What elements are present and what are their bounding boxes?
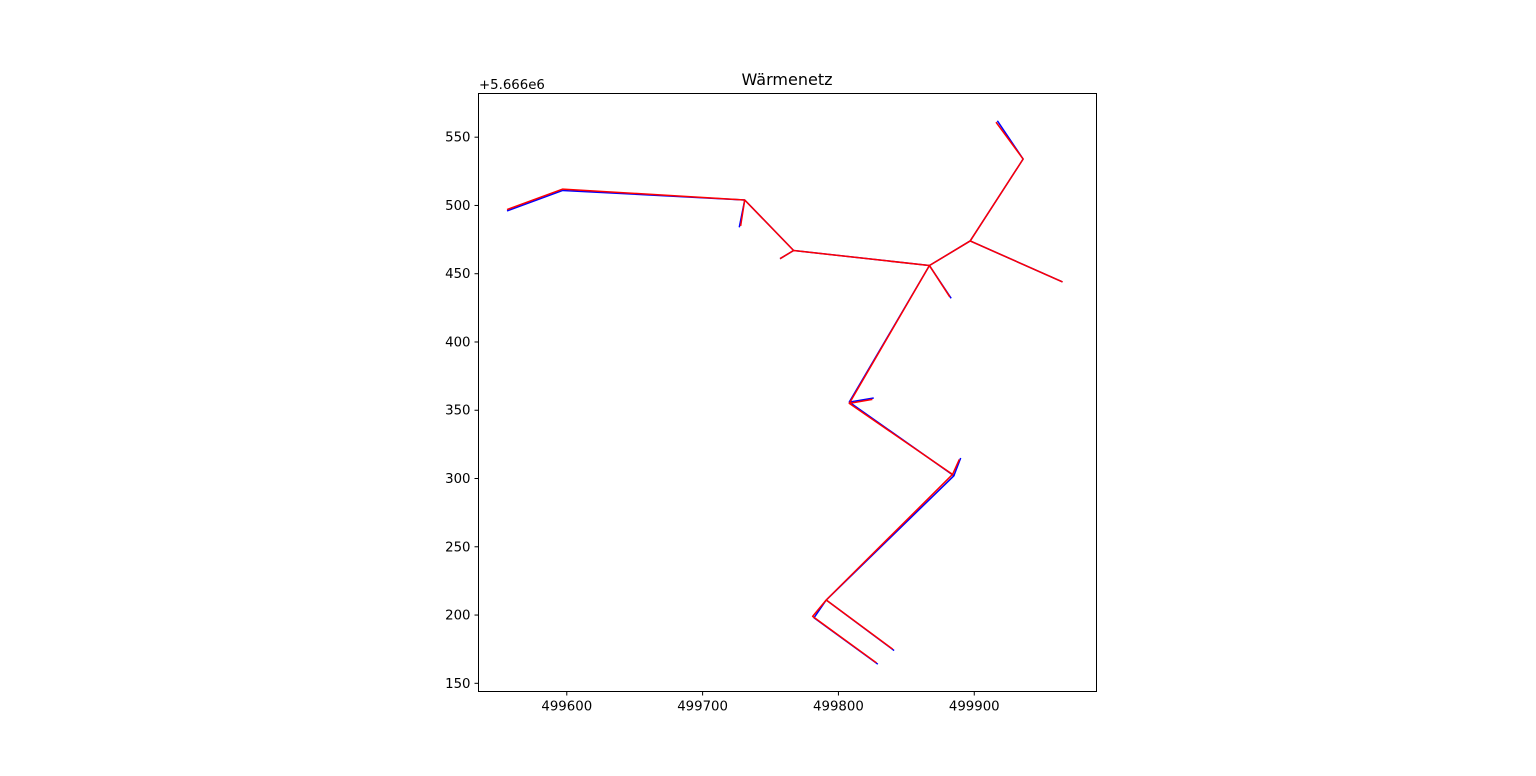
series-1-segment-9 [825, 599, 894, 650]
x-tick-label-2: 499800 [813, 700, 864, 715]
plot-area [478, 93, 1097, 692]
y-tick-label-8: 550 [445, 131, 470, 146]
chart-title: Wärmenetz [742, 70, 833, 89]
y-tick-label-6: 450 [445, 267, 470, 282]
series-1-segment-6 [811, 265, 954, 664]
x-tick-label-3: 499900 [949, 700, 1000, 715]
series-1-segment-1 [739, 199, 746, 227]
series-1-segment-5 [969, 240, 1063, 283]
series-1-segment-4 [929, 121, 1024, 267]
series-1-segment-2 [779, 249, 794, 260]
series-0-segment-8 [953, 457, 962, 477]
network-lines [506, 120, 1063, 665]
y-tick-label-1: 200 [445, 609, 470, 624]
y-tick-label-4: 350 [445, 404, 470, 419]
y-tick-label-5: 400 [445, 335, 470, 350]
y-axis: 150 200 250 300 350 400 450 500 550 [445, 131, 479, 692]
x-axis: 499600 499700 499800 499900 [541, 691, 1000, 715]
y-offset-label: +5.666e6 [479, 78, 545, 93]
y-tick-label-2: 250 [445, 540, 470, 555]
y-tick-label-0: 150 [445, 677, 470, 692]
x-tick-label-0: 499600 [541, 700, 592, 715]
y-tick-label-3: 300 [445, 472, 470, 487]
series-0-segment-7 [849, 397, 874, 403]
y-tick-label-7: 500 [445, 199, 470, 214]
series-1-segment-3 [928, 265, 951, 298]
plot-frame [478, 93, 1097, 692]
x-tick-label-1: 499700 [677, 700, 728, 715]
series-1-segment-8 [951, 459, 961, 475]
series-1-segment-7 [849, 398, 873, 405]
